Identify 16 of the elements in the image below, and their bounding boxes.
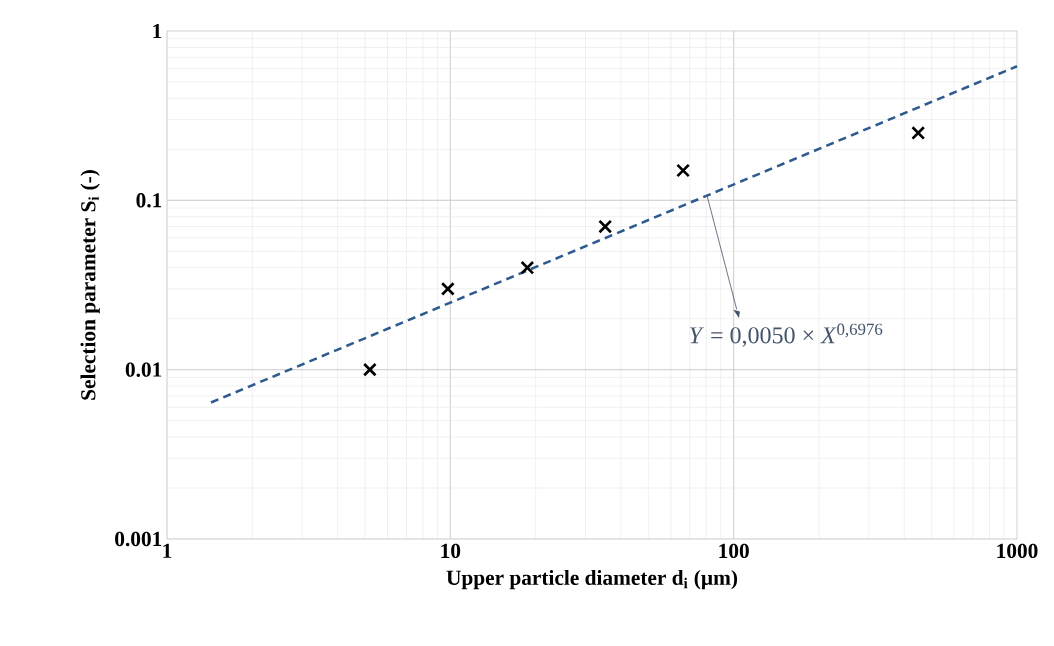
annotation: Y = 0,0050 × X$^{0,6976}$ bbox=[689, 323, 883, 347]
y-tick-label: 0.1 bbox=[136, 193, 162, 208]
x-tick-label: 1000 bbox=[997, 543, 1038, 559]
x-tick-label: 100 bbox=[719, 543, 749, 559]
y-tick-label: 1 bbox=[153, 23, 162, 39]
point bbox=[598, 219, 613, 234]
x-axis-title: Upper particle diameter d$_{i}$ (µm) bbox=[446, 569, 738, 590]
point bbox=[520, 260, 535, 275]
y-tick-label: 0.01 bbox=[125, 362, 162, 377]
point bbox=[676, 163, 691, 178]
point bbox=[440, 281, 455, 296]
x-tick-label: 1 bbox=[163, 543, 172, 558]
y-axis-title: Selection parameter S$_{i}$ (-) bbox=[80, 170, 100, 400]
x-tick-label: 10 bbox=[441, 543, 461, 559]
y-tick-label: 0.001 bbox=[115, 531, 162, 547]
point bbox=[362, 362, 377, 377]
